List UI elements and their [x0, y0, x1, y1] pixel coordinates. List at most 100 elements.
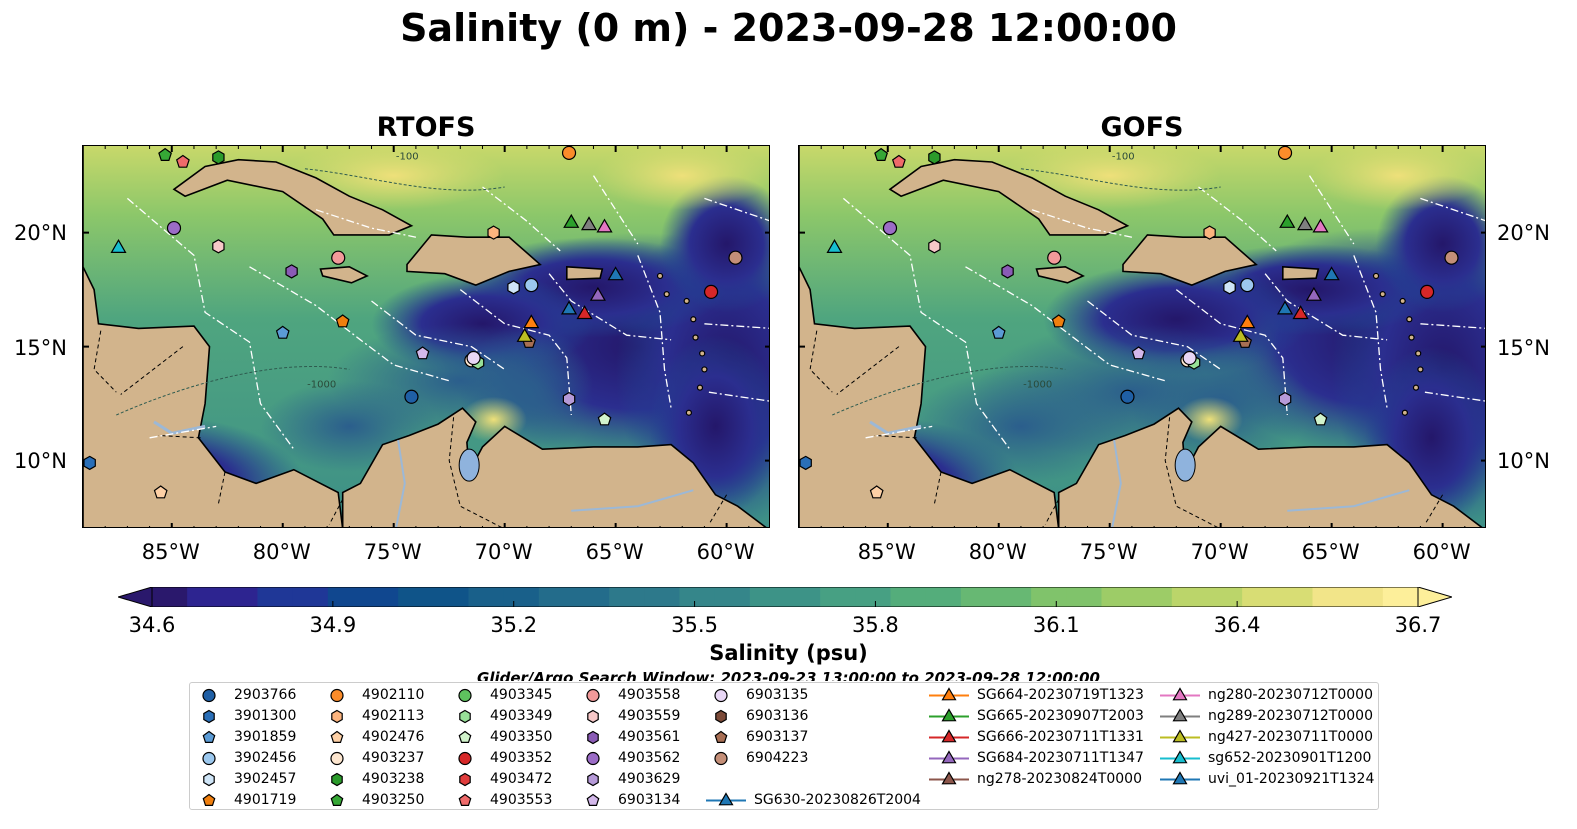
- obs-marker-4903352: [1419, 284, 1435, 300]
- isobath-label: -1000: [307, 380, 336, 391]
- colorbar-bin: [574, 587, 610, 607]
- obs-marker-4903562: [882, 220, 898, 236]
- triangle-marker-icon: [929, 750, 969, 764]
- obs-marker-4903238: [212, 150, 225, 165]
- obs-marker-4903352: [703, 284, 719, 300]
- circle-marker-icon: [714, 751, 728, 766]
- obs-marker-4902476: [153, 485, 168, 499]
- colorbar-tick-label: 36.4: [1213, 613, 1261, 637]
- obs-marker-4903629: [1278, 391, 1292, 407]
- obs-marker-uvi_01-20230921T1324: [1276, 300, 1294, 315]
- legend-label: 4903558: [618, 687, 681, 703]
- colorbar-bin: [714, 587, 751, 607]
- triangle-marker-icon: [929, 729, 969, 743]
- legend-label: SG665-20230907T2003: [977, 708, 1144, 724]
- obs-marker-3901859: [275, 325, 290, 339]
- lon-label: 80°W: [252, 540, 311, 564]
- colorbar-bin: [1347, 587, 1384, 607]
- obs-marker-SG665-20230907T2003: [563, 213, 580, 228]
- obs-marker-4903559: [928, 239, 941, 254]
- colorbar-bin: [820, 587, 856, 607]
- colorbar-tick-label: 36.7: [1394, 613, 1442, 637]
- colorbar-bin: [1171, 587, 1208, 607]
- land-southAmerica: [1057, 407, 1483, 527]
- figure-title: Salinity (0 m) - 2023-09-28 12:00:00: [400, 6, 1177, 50]
- legend-label: 4903629: [618, 771, 681, 787]
- lon-label: 75°W: [1079, 540, 1138, 564]
- lon-label: 60°W: [696, 540, 755, 564]
- obs-marker-4902476: [869, 485, 884, 499]
- obs-marker-4903558: [1047, 250, 1062, 265]
- obs-marker-SG630-20230826T2004: [1323, 266, 1340, 281]
- colorbar-bin: [433, 587, 470, 607]
- legend-label: 4903553: [490, 792, 553, 808]
- isobath-label: -100: [1112, 152, 1135, 163]
- lat-label-left-20n: 20°N: [14, 221, 67, 245]
- obs-marker-4901719: [1051, 314, 1066, 328]
- legend-label: 6903134: [618, 792, 681, 808]
- obs-marker-SG664-20230719T1323: [1239, 314, 1256, 329]
- hexagon-marker-icon: [587, 730, 599, 745]
- colorbar-tick-label: 36.1: [1032, 613, 1080, 637]
- obs-marker-2903766: [404, 389, 419, 404]
- map-panel-gofs[interactable]: -1000 -100: [798, 145, 1486, 528]
- obs-marker-6903134: [1131, 346, 1146, 360]
- salinity-field: -1000 -100: [799, 146, 1485, 527]
- circle-marker-icon: [330, 751, 344, 766]
- map-panel-rtofs[interactable]: -1000 -100: [82, 145, 770, 528]
- obs-marker-6903135: [466, 350, 481, 366]
- legend-label: 4903345: [490, 687, 553, 703]
- colorbar-bin: [855, 587, 892, 607]
- obs-marker-6904223: [728, 250, 743, 265]
- legend-label: 6903136: [746, 708, 809, 724]
- circle-marker-icon: [458, 688, 472, 703]
- obs-marker-3902457: [1223, 280, 1236, 295]
- obs-marker-6904223: [1444, 250, 1459, 265]
- colorbar-tick-label: 34.6: [128, 613, 176, 637]
- lon-label: 60°W: [1412, 540, 1471, 564]
- obs-marker-4903553: [175, 154, 190, 168]
- obs-marker-4903561: [1001, 264, 1014, 279]
- obs-marker-4903561: [285, 264, 298, 279]
- circle-marker-icon: [458, 751, 472, 766]
- search-window-text: Glider/Argo Search Window: 2023-09-23 13…: [477, 669, 1100, 681]
- lon-label: 65°W: [1301, 540, 1360, 564]
- obs-marker-4902113: [1203, 225, 1216, 240]
- hexagon-marker-icon: [331, 709, 343, 724]
- land-jamaica: [1035, 265, 1085, 284]
- colorbar-bin: [538, 587, 575, 607]
- land-cuba: [888, 158, 1130, 236]
- legend-label: 6903137: [746, 729, 809, 745]
- triangle-marker-icon: [929, 771, 969, 785]
- obs-marker-SG684-20230711T1347: [1305, 286, 1322, 301]
- obs-marker-4903250: [874, 147, 889, 161]
- obs-marker-ng280-20230712T0000: [596, 218, 613, 233]
- lon-label: 70°W: [1190, 540, 1249, 564]
- legend-label: ng427-20230711T0000: [1208, 729, 1373, 745]
- pentagon-marker-icon: [330, 793, 344, 806]
- legend-label: 3902457: [234, 771, 297, 787]
- colorbar-bin: [152, 587, 188, 607]
- land-puertoRico: [1281, 265, 1320, 281]
- colorbar-tick-label: 35.8: [852, 613, 899, 637]
- colorbar-bin: [996, 587, 1032, 607]
- obs-marker-sg652-20230901T1200: [110, 238, 127, 254]
- legend-label: 2903766: [234, 687, 297, 703]
- obs-marker-4901719: [335, 314, 350, 328]
- land-jamaica: [319, 265, 369, 284]
- obs-marker-4902110: [561, 146, 577, 160]
- colorbar-label: Salinity (psu): [709, 641, 868, 665]
- hexagon-marker-icon: [331, 772, 343, 787]
- obs-marker-ng427-20230711T0000: [1232, 327, 1249, 342]
- legend-label: ng289-20230712T0000: [1208, 708, 1373, 724]
- legend-label: 4902110: [362, 687, 425, 703]
- lat-label-left-15n: 15°N: [14, 336, 67, 360]
- pentagon-marker-icon: [202, 793, 216, 806]
- lon-label: 80°W: [968, 540, 1027, 564]
- land-southAmerica: [341, 407, 767, 527]
- colorbar-extend-max: [1417, 587, 1452, 607]
- colorbar-bin: [1312, 587, 1349, 607]
- colorbar-bin: [1382, 587, 1419, 607]
- colorbar-bin: [644, 587, 681, 607]
- obs-marker-4903250: [158, 147, 173, 161]
